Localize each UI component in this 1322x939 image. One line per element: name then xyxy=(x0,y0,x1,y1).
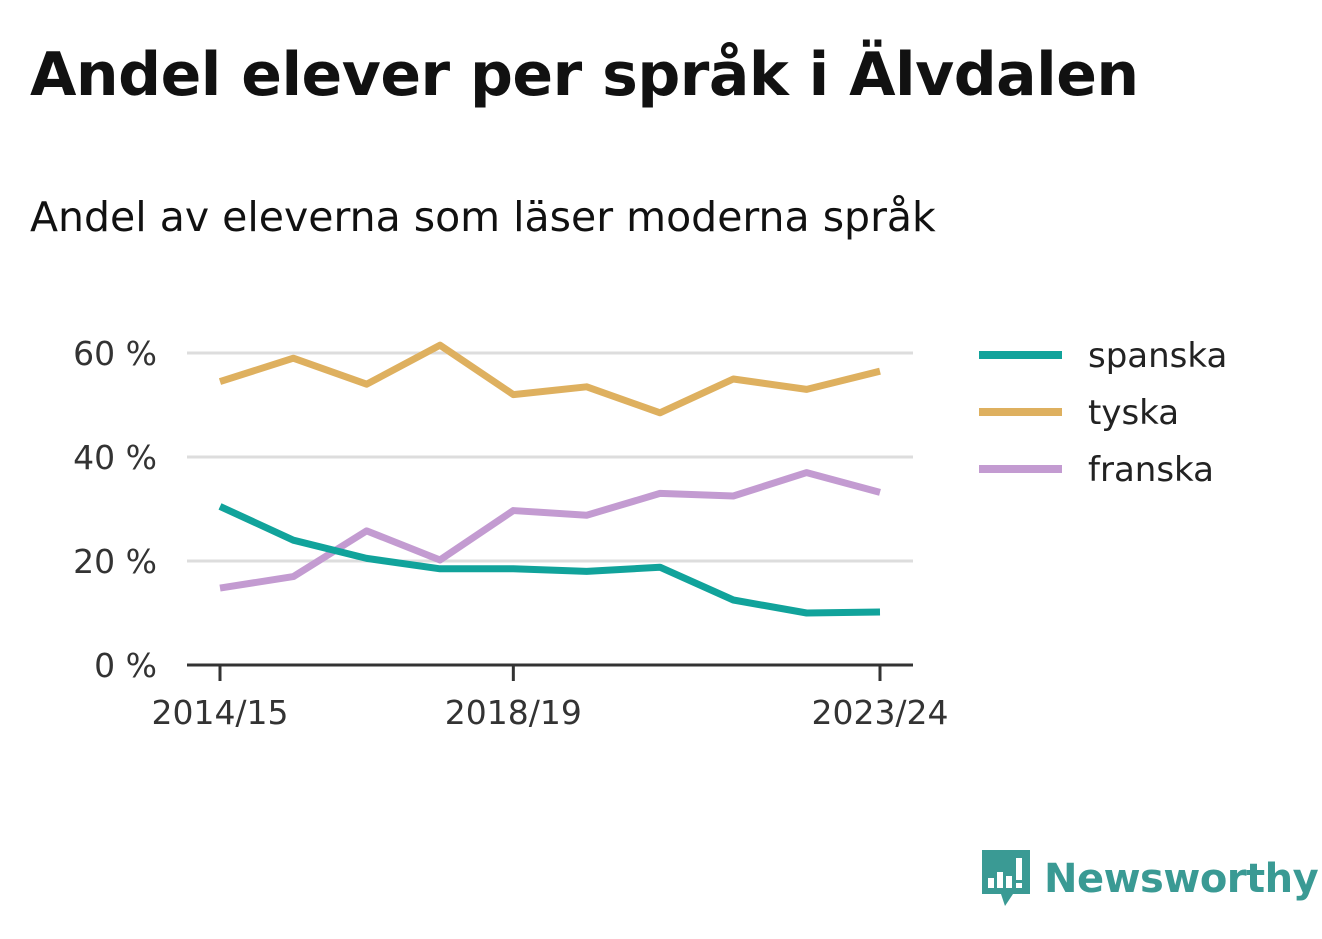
y-tick-label: 40 % xyxy=(73,438,157,477)
brand-name: Newsworthy xyxy=(1044,856,1319,902)
y-tick-label: 60 % xyxy=(73,334,157,373)
series-line-spanska xyxy=(218,503,881,617)
x-axis: 2014/15 2018/19 2023/24 xyxy=(151,663,949,732)
series-lines xyxy=(218,341,881,617)
x-tick-label: 2018/19 xyxy=(445,693,582,732)
gridlines xyxy=(187,351,913,563)
x-tick-label: 2014/15 xyxy=(151,693,288,732)
y-axis: 0 % 20 % 40 % 60 % xyxy=(73,334,157,685)
series-line-tyska xyxy=(218,341,881,417)
legend-label-spanska: spanska xyxy=(1088,336,1227,376)
chart-title: Andel elever per språk i Älvdalen xyxy=(30,40,1139,110)
brand-logo: Newsworthy xyxy=(980,848,1319,910)
x-tick-label: 2023/24 xyxy=(811,693,948,732)
y-tick-label: 20 % xyxy=(73,542,157,581)
legend-label-franska: franska xyxy=(1088,450,1214,490)
legend: spanska tyska franska xyxy=(979,336,1227,490)
series-line-franska xyxy=(219,469,881,592)
y-tick-label: 0 % xyxy=(94,646,157,685)
legend-label-tyska: tyska xyxy=(1088,393,1179,433)
chart-speech-bubble-icon xyxy=(982,850,1030,906)
chart-subtitle: Andel av eleverna som läser moderna språ… xyxy=(30,193,936,241)
